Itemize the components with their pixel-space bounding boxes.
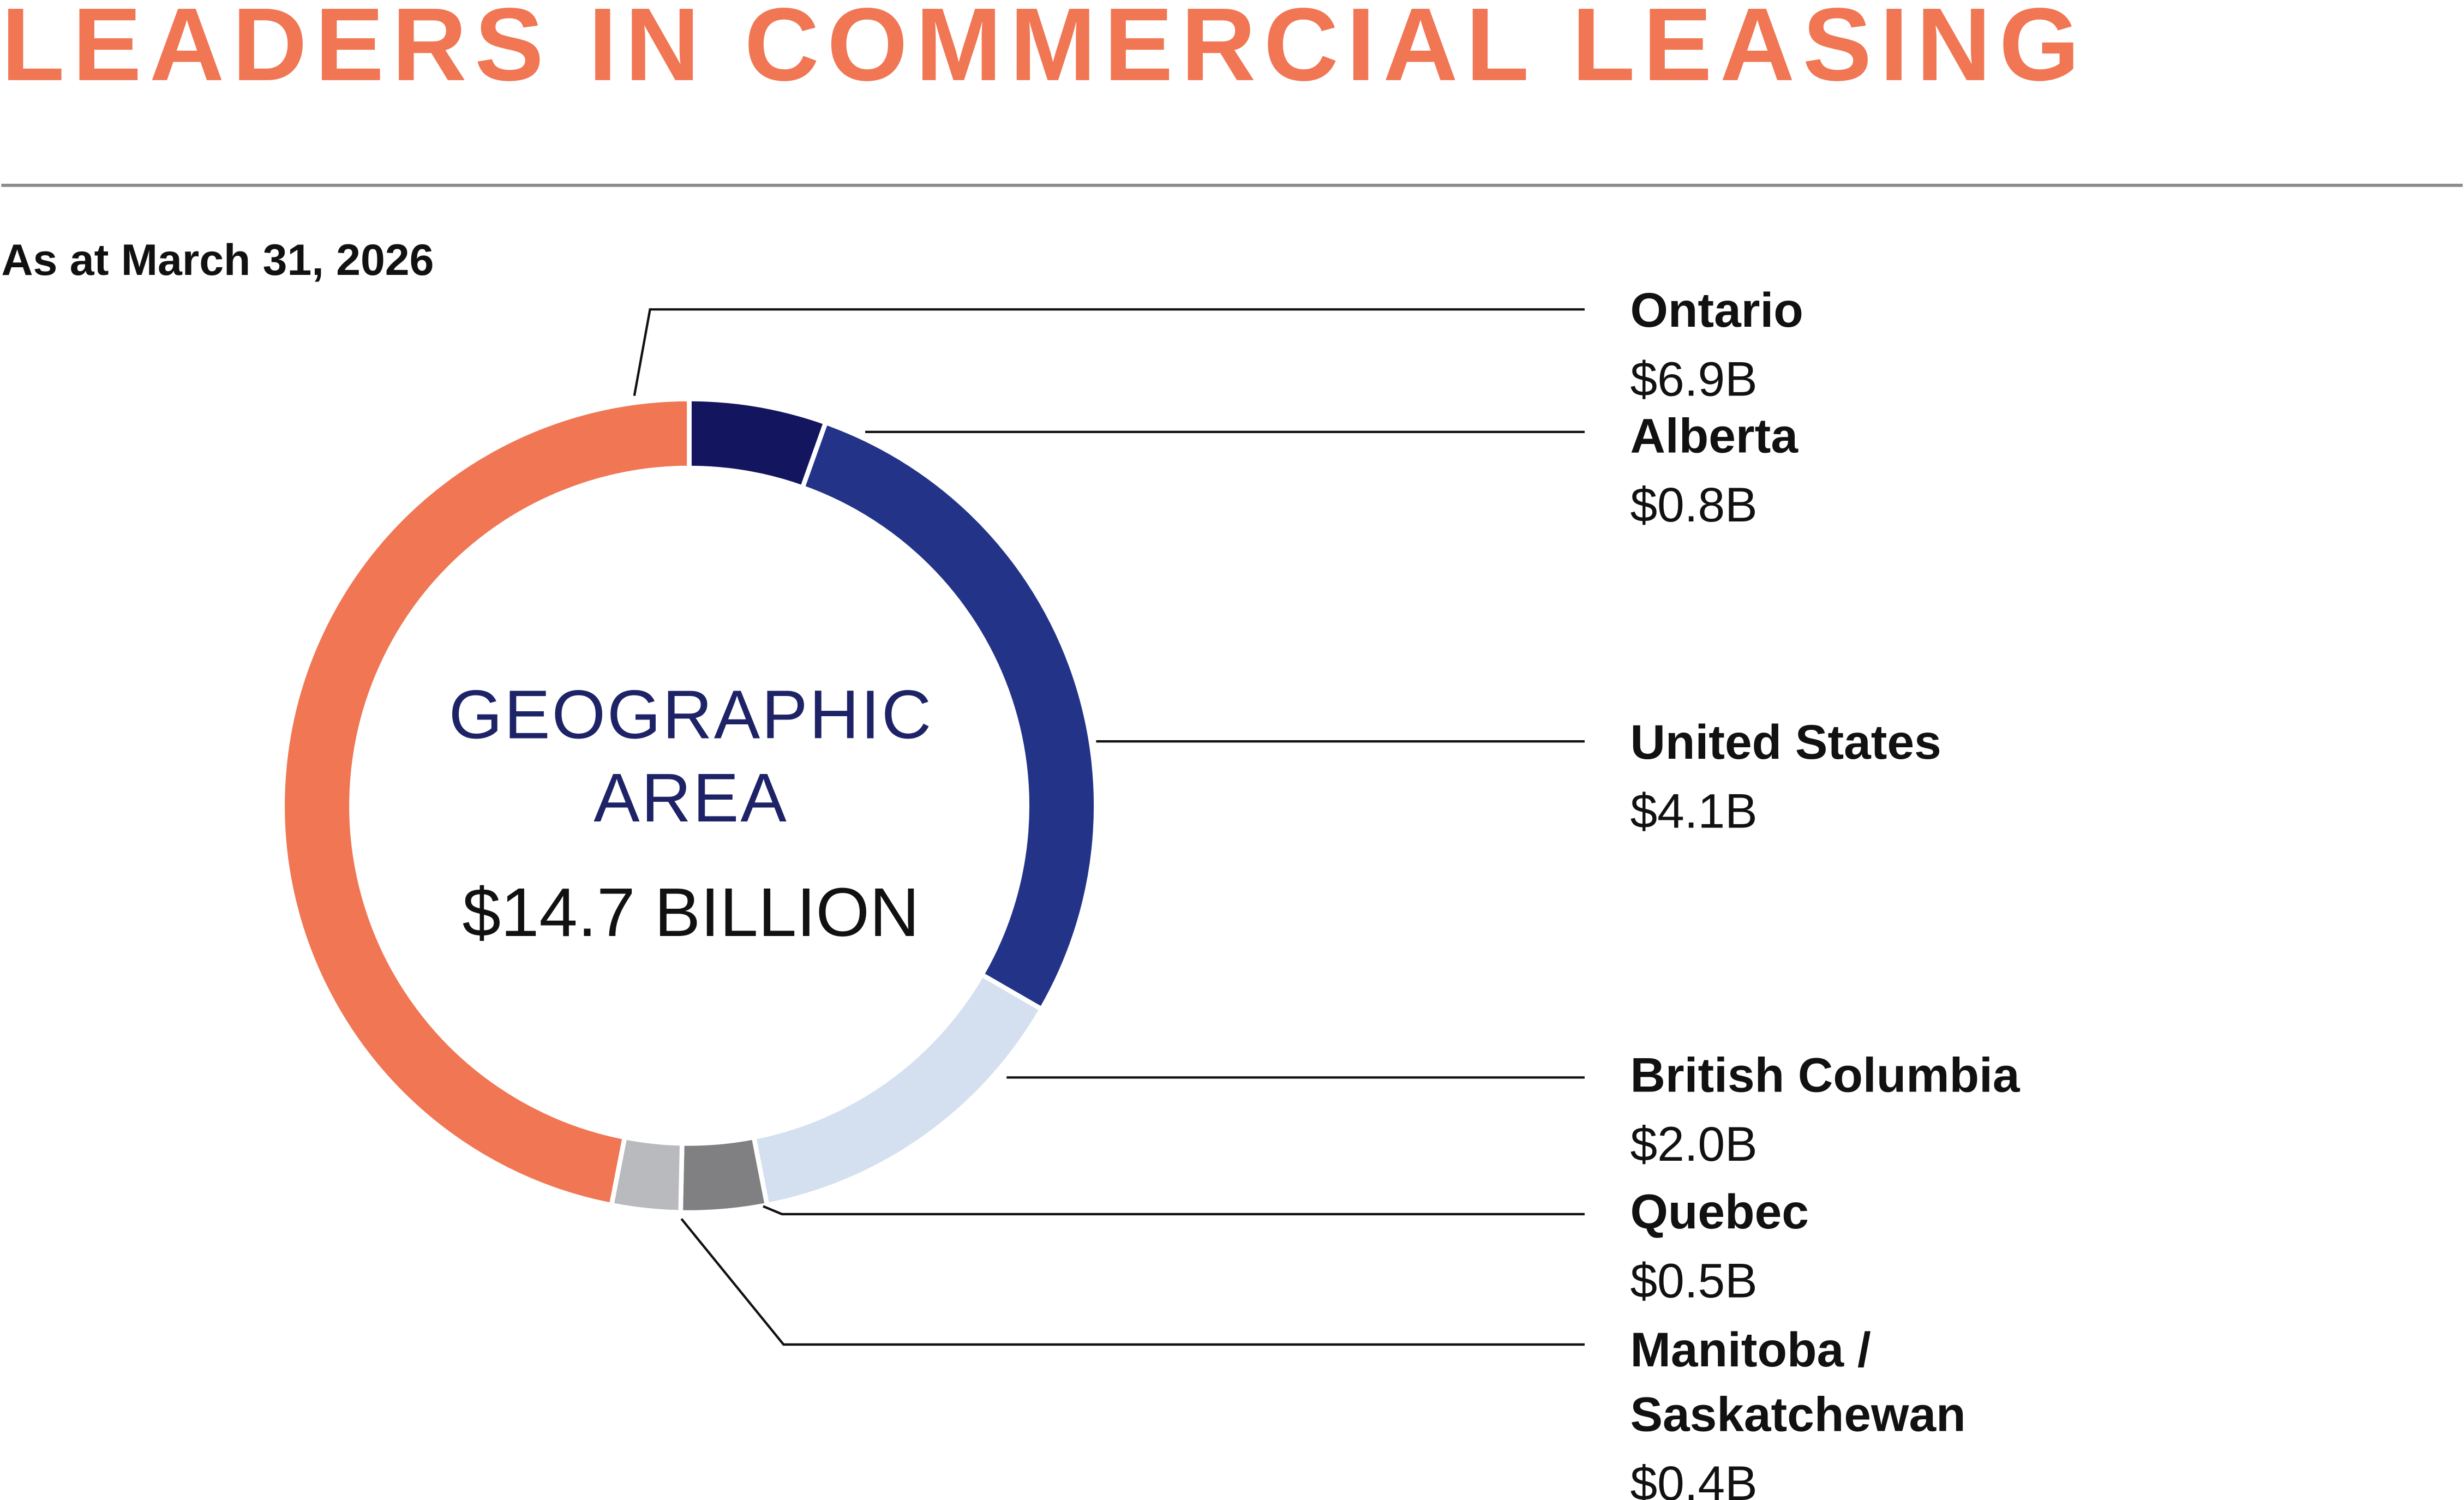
legend-label: British Columbia [1630,1047,2020,1102]
leader-line [680,1218,1585,1346]
donut-slice [280,397,692,1208]
center-label: GEOGRAPHIC [449,675,933,753]
legend-label: Alberta [1630,408,1798,463]
center-total: $14.7 BILLION [462,873,919,951]
donut-slice [608,1134,685,1215]
donut-slice [751,971,1045,1208]
value-label: $4.1B [1630,784,1757,838]
chart-title: LEADERS IN COMMERCIAL LEASING [1,0,2087,103]
value-label: $0.4B [1630,1456,1757,1500]
center-label: AREA [593,759,788,836]
value-label: $0.5B [1630,1253,1757,1308]
legend-label: United States [1630,715,1941,769]
donut-slice [678,1134,770,1215]
subtitle: As at March 31, 2026 [1,236,434,285]
donut-slice [799,419,1099,1013]
leader-line [763,1205,1585,1216]
leader-line [633,308,1585,397]
legend-label: Quebec [1630,1184,1808,1239]
value-label: $2.0B [1630,1117,1757,1171]
value-label: $6.9B [1630,352,1757,406]
value-label: $0.8B [1630,477,1757,532]
legend-label: Ontario [1630,283,1803,337]
legend-label: Manitoba / Saskatchewan [1630,1322,1965,1441]
